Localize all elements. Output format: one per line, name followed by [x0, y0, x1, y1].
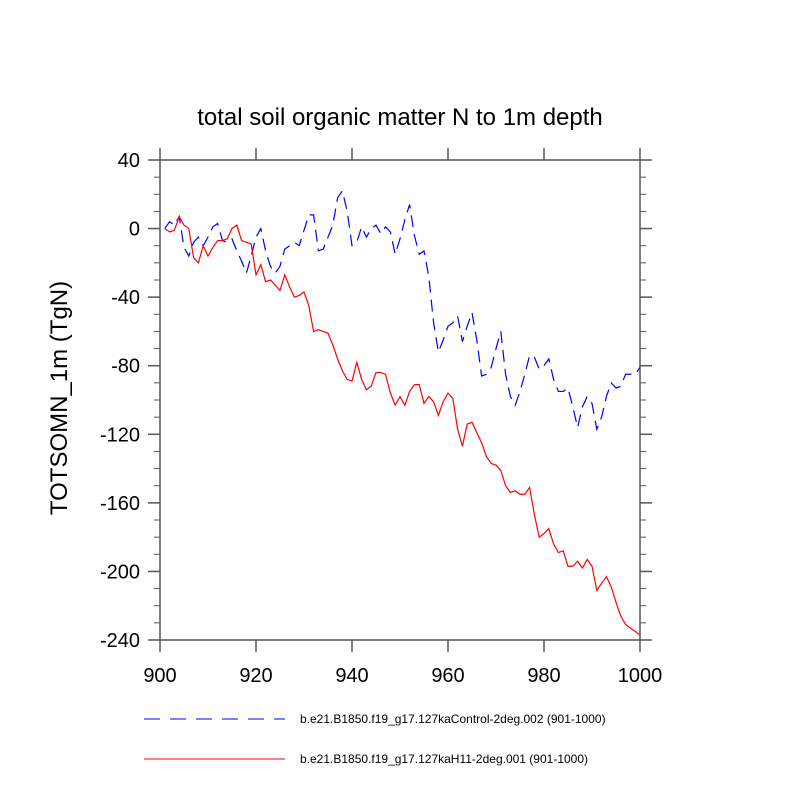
legend-label: b.e21.B1850.f19_g17.127kaH11-2deg.001 (9… — [300, 752, 588, 766]
x-tick-label: 920 — [239, 665, 272, 687]
y-tick-label: -240 — [100, 630, 140, 652]
x-tick-label: 980 — [527, 665, 560, 687]
legend: b.e21.B1850.f19_g17.127kaControl-2deg.00… — [144, 712, 606, 766]
y-tick-label: -40 — [111, 287, 140, 309]
x-tick-label: 1000 — [618, 665, 663, 687]
chart-title: total soil organic matter N to 1m depth — [197, 104, 603, 131]
plot-border — [159, 159, 641, 641]
control-series-line — [164, 189, 641, 432]
y-axis: 40 0 -40 -80 -120 -160 -200 -240 — [100, 150, 652, 652]
h11-series-line — [164, 215, 641, 636]
legend-label: b.e21.B1850.f19_g17.127kaControl-2deg.00… — [300, 712, 606, 726]
y-tick-label: -160 — [100, 493, 140, 515]
y-axis-label: TOTSOMN_1m (TgN) — [46, 281, 73, 515]
y-tick-label: 0 — [129, 219, 140, 241]
y-tick-label: 40 — [118, 150, 140, 172]
x-tick-label: 900 — [143, 665, 176, 687]
y-tick-label: -120 — [100, 424, 140, 446]
x-tick-label: 960 — [431, 665, 464, 687]
x-axis: 900 920 940 960 980 1000 — [143, 148, 662, 687]
y-tick-label: -200 — [100, 561, 140, 583]
x-tick-label: 940 — [335, 665, 368, 687]
y-tick-label: -80 — [111, 356, 140, 378]
plot-frame — [159, 159, 641, 641]
series-layer — [164, 189, 641, 636]
